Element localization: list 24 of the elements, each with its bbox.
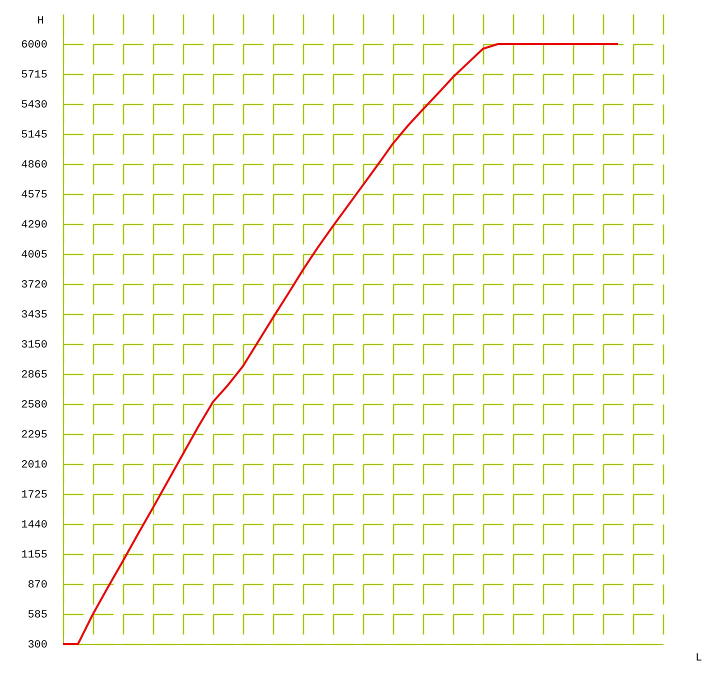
y-tick-label: 2865: [21, 370, 48, 382]
y-axis-title: H: [37, 16, 44, 28]
y-tick-label: 1440: [21, 520, 48, 532]
y-tick-label: 5145: [21, 130, 48, 142]
y-tick-label: 3435: [21, 310, 48, 322]
y-tick-label: 2295: [21, 430, 48, 442]
y-tick-label: 4860: [21, 160, 48, 172]
x-axis-title: L: [696, 652, 702, 664]
y-tick-label: 2010: [21, 460, 48, 472]
y-tick-label: 4290: [21, 220, 48, 232]
y-tick-label: 870: [28, 580, 48, 592]
y-tick-label: 2580: [21, 400, 48, 412]
y-tick-label: 3720: [21, 280, 48, 292]
y-tick-label: 585: [28, 610, 48, 622]
y-tick-label: 1155: [21, 550, 48, 562]
y-tick-label: 4575: [21, 190, 48, 202]
y-tick-label: 1725: [21, 490, 48, 502]
y-tick-label: 3150: [21, 340, 48, 352]
line-series: [62, 43, 619, 645]
y-tick-label: 4005: [21, 250, 48, 262]
y-tick-label: 6000: [21, 40, 48, 52]
y-tick-label: 5715: [21, 70, 48, 82]
y-tick-label: 5430: [21, 100, 48, 112]
y-tick-label: 300: [28, 640, 48, 652]
